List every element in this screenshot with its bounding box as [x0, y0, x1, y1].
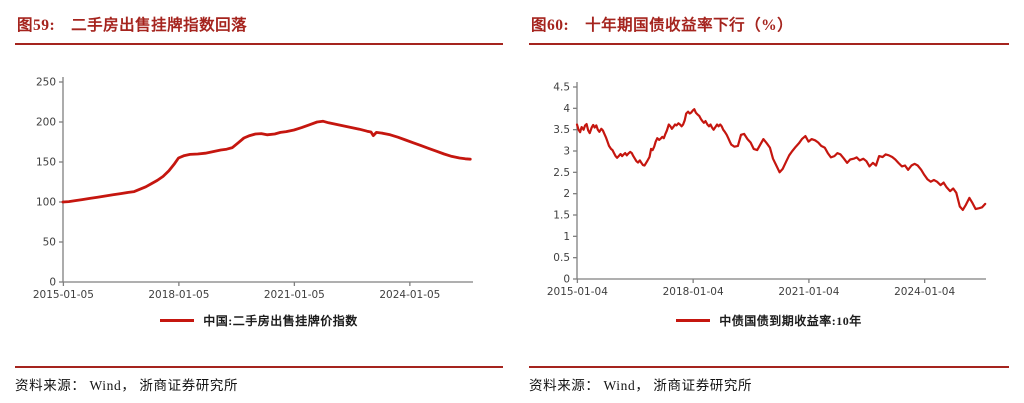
title-rule — [529, 43, 1009, 45]
svg-text:250: 250 — [36, 77, 56, 89]
housing-listing-index-line-chart: 0 50 100 150 200 250 2015-01-05 2018-01-05 2021-… — [33, 77, 473, 301]
svg-text:50: 50 — [43, 237, 56, 249]
figure-59-title-text: 二手房出售挂牌指数回落 — [71, 17, 248, 34]
svg-text:4: 4 — [563, 103, 570, 115]
legend-label: 中债国债到期收益率:10年 — [719, 314, 862, 328]
footer-rule — [529, 366, 1009, 368]
footer-rule — [15, 366, 503, 368]
svg-text:0: 0 — [49, 277, 56, 289]
svg-text:2015-01-05: 2015-01-05 — [33, 289, 94, 301]
svg-text:200: 200 — [36, 117, 56, 129]
figure-60-number: 图60: — [531, 17, 570, 34]
svg-text:2018-01-05: 2018-01-05 — [148, 289, 209, 301]
svg-text:2015-01-04: 2015-01-04 — [547, 286, 608, 298]
figure-footer: 资料来源： Wind， 浙商证券研究所 — [529, 366, 1009, 394]
svg-text:3.5: 3.5 — [553, 124, 570, 136]
svg-text:2: 2 — [563, 188, 570, 200]
bond-yield-line-chart: 0 0.5 1 1.5 2 2.5 3 3.5 4 4.5 2015-01-04 2018-01-04… — [547, 82, 987, 298]
svg-text:0.5: 0.5 — [553, 252, 570, 264]
figure-60-title: 图60: 十年期国债收益率下行（%） — [529, 8, 1009, 35]
svg-text:100: 100 — [36, 197, 56, 209]
legend: 中债国债到期收益率:10年 — [529, 312, 1009, 329]
svg-text:2018-01-04: 2018-01-04 — [663, 286, 724, 298]
source-note: 资料来源： Wind， 浙商证券研究所 — [15, 378, 239, 393]
svg-text:0: 0 — [563, 274, 570, 286]
legend-label: 中国:二手房出售挂牌价指数 — [203, 314, 358, 328]
svg-text:2021-01-05: 2021-01-05 — [264, 289, 325, 301]
svg-text:1.5: 1.5 — [553, 210, 570, 222]
legend-line-marker — [160, 319, 195, 322]
title-rule — [15, 43, 503, 45]
source-note: 资料来源： Wind， 浙商证券研究所 — [529, 378, 753, 393]
svg-text:150: 150 — [36, 157, 56, 169]
figure-59-panel: 图59: 二手房出售挂牌指数回落 0 50 100 150 200 250 2015-01-0… — [15, 8, 503, 403]
figure-59-number: 图59: — [17, 17, 56, 34]
figure-60-title-text: 十年期国债收益率下行（%） — [585, 17, 794, 34]
svg-text:2024-01-05: 2024-01-05 — [379, 289, 440, 301]
svg-text:1: 1 — [563, 231, 570, 243]
svg-text:3: 3 — [563, 146, 570, 158]
figure-59-title: 图59: 二手房出售挂牌指数回落 — [15, 8, 503, 35]
svg-text:2021-01-04: 2021-01-04 — [778, 286, 839, 298]
svg-text:4.5: 4.5 — [553, 82, 570, 94]
svg-text:2024-01-04: 2024-01-04 — [894, 286, 955, 298]
figure-footer: 资料来源： Wind， 浙商证券研究所 — [15, 366, 503, 394]
figure-60-panel: 图60: 十年期国债收益率下行（%） 0 0.5 1 1.5 2 2.5 3 3.5 4 4.5 20… — [529, 8, 1009, 403]
legend: 中国:二手房出售挂牌价指数 — [15, 312, 503, 329]
legend-line-marker — [676, 319, 711, 322]
svg-text:2.5: 2.5 — [553, 167, 570, 179]
